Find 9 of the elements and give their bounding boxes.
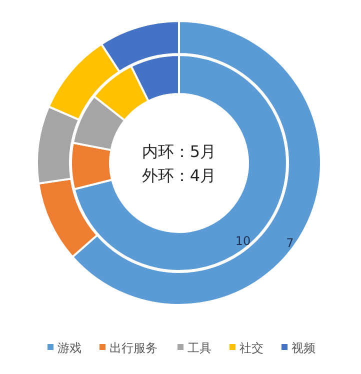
legend-label: 社交 bbox=[240, 341, 264, 355]
legend-label: 工具 bbox=[188, 341, 212, 355]
text: 7 bbox=[286, 236, 294, 250]
text: 内环：5月 bbox=[142, 142, 216, 161]
legend-label: 出行服务 bbox=[110, 341, 158, 355]
legend-label: 视频 bbox=[292, 341, 316, 355]
legend-label: 游戏 bbox=[58, 341, 82, 355]
text: 10 bbox=[235, 234, 251, 248]
text: 外环：4月 bbox=[142, 166, 216, 185]
